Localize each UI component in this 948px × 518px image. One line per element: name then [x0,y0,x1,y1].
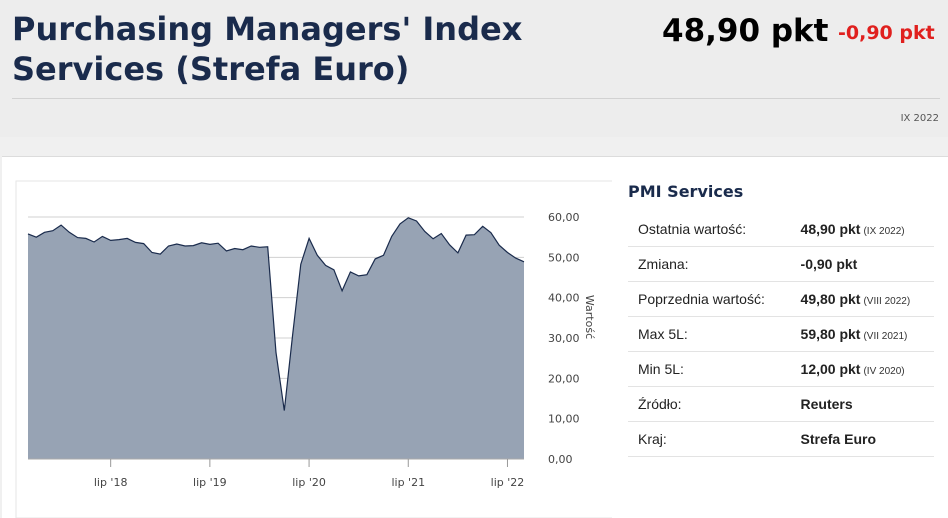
x-tick-label: lip '19 [193,476,227,489]
info-value: Reuters [792,386,934,422]
pmi-chart: 60,00 50,00 40,00 30,00 20,00 10,00 0,00 lip '… [15,180,612,518]
y-tick-label: 20,00 [548,372,580,385]
divider [12,98,940,99]
y-tick-label: 40,00 [548,292,580,305]
info-value: 49,80 pkt (VIII 2022) [792,281,934,317]
info-value-text: 59,80 pkt [800,326,861,342]
info-period: (IV 2020) [863,366,905,377]
info-value-text: 48,90 pkt [800,221,861,237]
chart-frame [15,180,612,518]
x-tick-label: lip '21 [391,476,425,489]
info-value: -0,90 pkt [792,246,934,282]
content-panel: 60,00 50,00 40,00 30,00 20,00 10,00 0,00 lip '… [2,156,948,518]
info-row-max-5y: Max 5L: 59,80 pkt (VII 2021) [628,316,934,352]
info-label: Kraj: [628,421,793,457]
info-value-text: 49,80 pkt [800,291,861,307]
info-value: Strefa Euro [792,421,934,457]
y-tick-label: 0,00 [548,453,573,466]
info-label: Zmiana: [628,246,793,282]
y-tick-label: 60,00 [548,211,580,224]
info-row-source: Źródło: Reuters [628,386,934,422]
sidebar-title: PMI Services [628,182,744,201]
info-label: Min 5L: [628,351,793,387]
info-period: (IX 2022) [863,226,905,237]
info-value-text: Reuters [800,396,853,412]
info-period: (VII 2021) [863,331,908,342]
info-table: Ostatnia wartość: 48,90 pkt (IX 2022) Zmi… [628,212,934,457]
info-row-last-value: Ostatnia wartość: 48,90 pkt (IX 2022) [628,212,934,247]
reading-date: IX 2022 [900,113,939,124]
y-tick-label: 30,00 [548,332,580,345]
info-row-min-5y: Min 5L: 12,00 pkt (IV 2020) [628,351,934,387]
x-tick-label: lip '22 [491,476,525,489]
y-tick-label: 50,00 [548,251,580,264]
page-title: Purchasing Managers' Index Services (Str… [12,10,523,88]
y-tick-label: 10,00 [548,413,580,426]
info-label: Źródło: [628,386,793,422]
series-line [27,217,525,411]
info-value-text: -0,90 pkt [800,256,858,272]
info-label: Max 5L: [628,316,793,352]
info-row-previous-value: Poprzednia wartość: 49,80 pkt (VIII 2022) [628,281,934,317]
y-axis-label: Wartość [583,295,596,339]
x-tick-label: lip '20 [292,476,326,489]
info-value: 48,90 pkt (IX 2022) [792,212,934,247]
header: Purchasing Managers' Index Services (Str… [0,0,948,137]
x-tick-label: lip '18 [94,476,128,489]
info-value-text: Strefa Euro [800,431,876,447]
series-area [28,217,524,459]
value-change: -0,90 pkt [838,22,935,44]
info-row-change: Zmiana: -0,90 pkt [628,246,934,282]
current-value: 48,90 pkt [662,13,829,49]
info-value: 12,00 pkt (IV 2020) [792,351,934,387]
info-value-text: 12,00 pkt [800,361,861,377]
info-label: Ostatnia wartość: [628,212,793,247]
info-period: (VIII 2022) [863,296,911,307]
info-value: 59,80 pkt (VII 2021) [792,316,934,352]
info-label: Poprzednia wartość: [628,281,793,317]
info-row-country: Kraj: Strefa Euro [628,421,934,457]
